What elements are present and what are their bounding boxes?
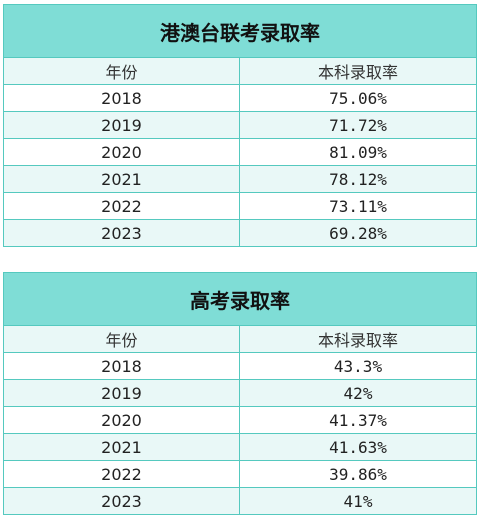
year-cell: 2018 xyxy=(3,352,240,380)
table-row: 2018 75.06% xyxy=(3,84,477,112)
table-row: 2023 69.28% xyxy=(3,219,477,247)
table-row: 2023 41% xyxy=(3,487,477,515)
table-row: 2021 41.63% xyxy=(3,433,477,461)
table-title: 高考录取率 xyxy=(3,272,477,326)
year-cell: 2020 xyxy=(3,406,240,434)
year-cell: 2020 xyxy=(3,138,240,166)
table-title-row: 高考录取率 xyxy=(3,272,477,326)
table-title: 港澳台联考录取率 xyxy=(3,4,477,58)
year-cell: 2019 xyxy=(3,379,240,407)
rate-cell: 43.3% xyxy=(239,352,477,380)
table-row: 2018 43.3% xyxy=(3,352,477,380)
year-cell: 2021 xyxy=(3,433,240,461)
hk-macau-taiwan-admission-table: 港澳台联考录取率 年份 本科录取率 2018 75.06% 2019 71.72… xyxy=(3,4,477,247)
rate-cell: 78.12% xyxy=(239,165,477,193)
table-row: 2021 78.12% xyxy=(3,165,477,193)
column-header-year: 年份 xyxy=(3,325,240,353)
header-row: 年份 本科录取率 xyxy=(3,57,477,85)
table-row: 2020 81.09% xyxy=(3,138,477,166)
rate-cell: 75.06% xyxy=(239,84,477,112)
table-row: 2019 42% xyxy=(3,379,477,407)
table-row: 2022 73.11% xyxy=(3,192,477,220)
year-cell: 2023 xyxy=(3,487,240,515)
rate-cell: 42% xyxy=(239,379,477,407)
rate-cell: 41.37% xyxy=(239,406,477,434)
year-cell: 2019 xyxy=(3,111,240,139)
table-row: 2020 41.37% xyxy=(3,406,477,434)
year-cell: 2021 xyxy=(3,165,240,193)
rate-cell: 73.11% xyxy=(239,192,477,220)
table-row: 2022 39.86% xyxy=(3,460,477,488)
table-row: 2019 71.72% xyxy=(3,111,477,139)
year-cell: 2022 xyxy=(3,192,240,220)
table-title-row: 港澳台联考录取率 xyxy=(3,4,477,58)
gaokao-admission-table: 高考录取率 年份 本科录取率 2018 43.3% 2019 42% 2020 … xyxy=(3,272,477,515)
rate-cell: 39.86% xyxy=(239,460,477,488)
rate-cell: 81.09% xyxy=(239,138,477,166)
rate-cell: 69.28% xyxy=(239,219,477,247)
year-cell: 2023 xyxy=(3,219,240,247)
column-header-rate: 本科录取率 xyxy=(239,325,477,353)
header-row: 年份 本科录取率 xyxy=(3,325,477,353)
rate-cell: 41% xyxy=(239,487,477,515)
column-header-rate: 本科录取率 xyxy=(239,57,477,85)
year-cell: 2022 xyxy=(3,460,240,488)
rate-cell: 41.63% xyxy=(239,433,477,461)
rate-cell: 71.72% xyxy=(239,111,477,139)
column-header-year: 年份 xyxy=(3,57,240,85)
year-cell: 2018 xyxy=(3,84,240,112)
